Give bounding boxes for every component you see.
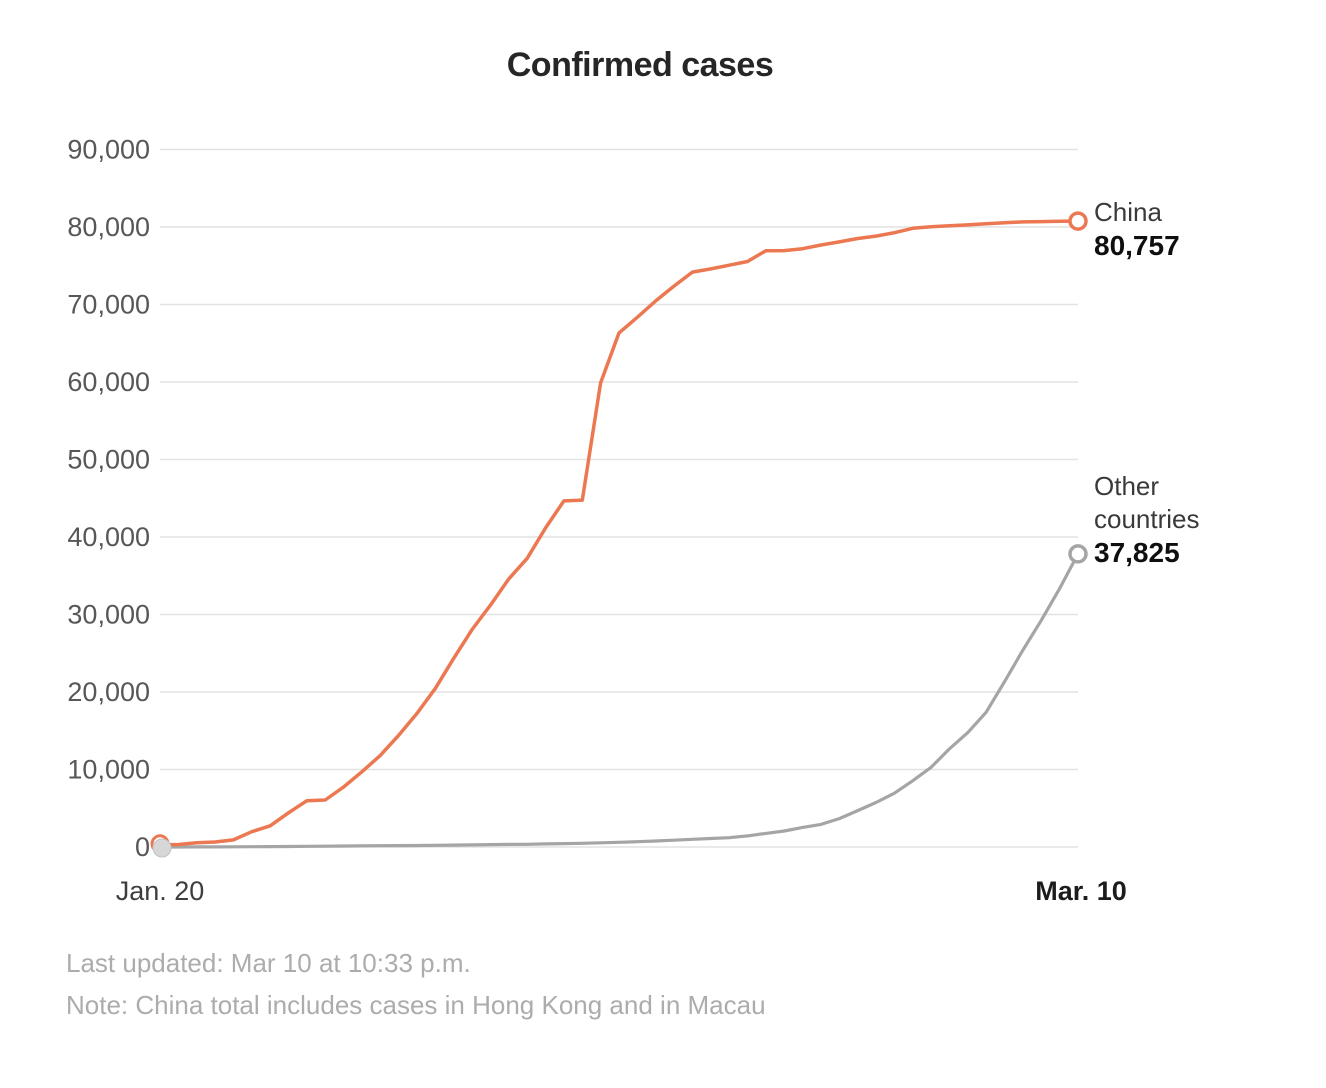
y-tick-label-40000: 40,000 xyxy=(67,522,150,552)
other-countries-start-marker xyxy=(152,838,172,858)
y-tick-label-60000: 60,000 xyxy=(67,367,150,397)
china-annotation: China 80,757 xyxy=(1094,196,1180,262)
other-countries-value-label: 37,825 xyxy=(1094,537,1180,568)
chart-footer: Last updated: Mar 10 at 10:33 p.m. Note:… xyxy=(66,942,766,1026)
x-axis-start-label: Jan. 20 xyxy=(115,876,205,906)
china-end-marker xyxy=(1068,211,1088,231)
china-total-note: Note: China total includes cases in Hong… xyxy=(66,990,766,1020)
other-countries-line xyxy=(158,552,1080,849)
china-value-label: 80,757 xyxy=(1094,230,1180,261)
last-updated-note: Last updated: Mar 10 at 10:33 p.m. xyxy=(66,948,471,978)
china-line xyxy=(158,219,1080,847)
y-tick-label-10000: 10,000 xyxy=(67,755,150,785)
x-axis-end-label: Mar. 10 xyxy=(1035,876,1127,906)
y-tick-label-80000: 80,000 xyxy=(67,212,150,242)
y-tick-label-50000: 50,000 xyxy=(67,445,150,475)
y-tick-label-70000: 70,000 xyxy=(67,290,150,320)
chart-title: Confirmed cases xyxy=(506,46,774,84)
y-tick-label-20000: 20,000 xyxy=(67,677,150,707)
y-tick-label-0: 0 xyxy=(135,832,150,862)
other-countries-annotation: Other countries 37,825 xyxy=(1094,470,1234,569)
china-series-label: China xyxy=(1094,197,1162,227)
other-countries-series-label: Other countries xyxy=(1094,471,1200,534)
other-countries-end-marker xyxy=(1068,544,1088,564)
y-tick-label-30000: 30,000 xyxy=(67,600,150,630)
y-tick-label-90000: 90,000 xyxy=(67,135,150,165)
